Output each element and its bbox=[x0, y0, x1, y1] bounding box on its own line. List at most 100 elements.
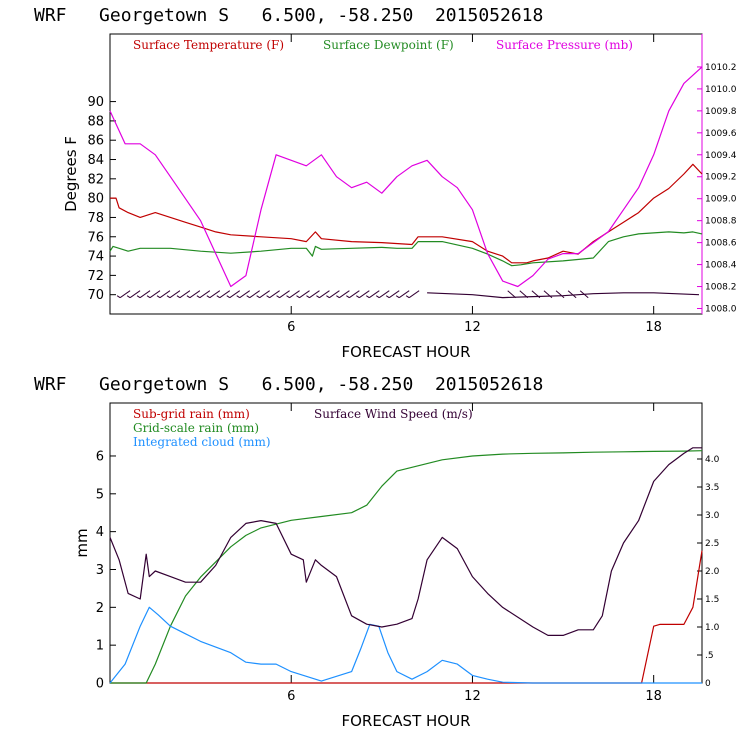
wind-barb-flag bbox=[326, 295, 330, 299]
y2-tick-label: 1009.6 bbox=[705, 129, 737, 139]
wind-barb-flag bbox=[146, 295, 151, 299]
wind-barb-flag bbox=[176, 295, 181, 299]
y-tick-label: 72 bbox=[87, 269, 104, 284]
wind-barb-flag bbox=[316, 295, 320, 299]
series-line-sub-grid-rain-mm bbox=[110, 550, 703, 684]
wind-barb bbox=[319, 290, 330, 299]
y2-tick-label: 1009.2 bbox=[705, 173, 737, 183]
chart-top-xlabel: FORECAST HOUR bbox=[341, 343, 470, 361]
wind-barb-flag bbox=[356, 295, 360, 299]
series-line-surface-temperature-f bbox=[110, 163, 703, 264]
wind-barb bbox=[169, 290, 181, 299]
wind-barb-flag bbox=[196, 295, 201, 299]
y2-tick-label: 0 bbox=[705, 679, 711, 689]
wind-barb bbox=[368, 290, 380, 299]
wind-barb bbox=[269, 290, 280, 299]
chart-top: WRF Georgetown S 6.500, -58.250 20150526… bbox=[34, 5, 737, 361]
wind-barb-flag bbox=[296, 295, 300, 299]
y2-tick-label: 1008.0 bbox=[705, 305, 737, 315]
y-tick-label: 80 bbox=[87, 192, 104, 207]
y-tick-label: 82 bbox=[87, 172, 104, 187]
x-tick-label: 12 bbox=[464, 689, 481, 704]
wind-barb bbox=[309, 290, 320, 299]
y-tick-label: 78 bbox=[87, 211, 104, 226]
wind-barb-flag bbox=[336, 295, 340, 299]
series-line-surface-dewpoint-f bbox=[109, 231, 703, 267]
y2-tick-label: 2.5 bbox=[705, 539, 719, 549]
y-tick-label: 74 bbox=[87, 250, 104, 265]
wind-barb bbox=[199, 290, 211, 299]
wind-barb-flag bbox=[236, 295, 240, 299]
wind-barb bbox=[259, 290, 270, 299]
y-tick-label: 3 bbox=[96, 563, 104, 578]
series-line-integrated-cloud-mm bbox=[109, 606, 702, 684]
y2-tick-label: 3.5 bbox=[705, 483, 719, 493]
wind-barb-baseline bbox=[427, 292, 700, 299]
wind-barbs-row bbox=[116, 290, 700, 299]
wind-barb bbox=[209, 290, 221, 299]
wind-barb-flag bbox=[385, 295, 390, 299]
wind-barb bbox=[519, 290, 529, 299]
wind-barb-flag bbox=[266, 295, 270, 299]
wind-barb-flag bbox=[286, 295, 290, 299]
wind-barb-flag bbox=[276, 295, 280, 299]
wind-barb-flag bbox=[226, 295, 231, 299]
wind-barb-flag bbox=[375, 295, 380, 299]
wind-barb bbox=[567, 290, 577, 299]
series-line-surface-pressure-mb bbox=[109, 66, 703, 288]
y2-tick-label: 1008.8 bbox=[705, 217, 737, 227]
wind-barb bbox=[507, 290, 517, 299]
legend-integrated-cloud: Integrated cloud (mm) bbox=[133, 435, 271, 449]
legend-surface-dewpoint: Surface Dewpoint (F) bbox=[323, 38, 454, 52]
y2-tick-label: 1.0 bbox=[705, 623, 720, 633]
wind-barb bbox=[543, 290, 553, 299]
x-tick-label: 6 bbox=[287, 689, 295, 704]
legend-surface-wind-speed: Surface Wind Speed (m/s) bbox=[314, 407, 473, 421]
series-line-surface-wind-speed-m-s bbox=[109, 447, 702, 637]
y2-tick-label: 1008.6 bbox=[705, 239, 737, 249]
wind-barb bbox=[408, 290, 420, 299]
wind-barb-flag bbox=[366, 295, 370, 299]
y-tick-label: 76 bbox=[87, 230, 104, 245]
wind-barb-flag bbox=[126, 295, 131, 299]
y-tick-label: 84 bbox=[87, 153, 104, 168]
wind-barb bbox=[119, 290, 131, 299]
wind-barb bbox=[179, 290, 191, 299]
y-tick-label: 0 bbox=[96, 677, 104, 692]
y2-tick-label: 1009.4 bbox=[705, 151, 737, 161]
x-tick-label: 18 bbox=[645, 689, 662, 704]
y2-tick-label: 2.0 bbox=[705, 567, 720, 577]
wind-barb-flag bbox=[186, 295, 191, 299]
wind-barb bbox=[329, 290, 340, 299]
wind-barb bbox=[349, 290, 360, 299]
wind-barb bbox=[339, 290, 350, 299]
wind-barb bbox=[149, 290, 161, 299]
y-tick-label: 70 bbox=[87, 288, 104, 303]
y2-tick-label: .5 bbox=[705, 651, 714, 661]
y2-tick-label: 4.0 bbox=[705, 455, 720, 465]
y2-tick-label: 1008.2 bbox=[705, 283, 737, 293]
wind-barb-flag bbox=[306, 295, 310, 299]
wind-barb bbox=[139, 290, 151, 299]
legend-surface-temperature: Surface Temperature (F) bbox=[133, 38, 284, 52]
legend-subgrid-rain: Sub-grid rain (mm) bbox=[133, 407, 250, 421]
chart-bottom: WRF Georgetown S 6.500, -58.250 20150526… bbox=[34, 374, 720, 730]
y-tick-label: 6 bbox=[96, 449, 104, 464]
y-tick-label: 88 bbox=[87, 114, 104, 129]
wind-barb bbox=[229, 290, 241, 299]
y2-tick-label: 1010.0 bbox=[705, 85, 737, 95]
y2-tick-label: 1009.8 bbox=[705, 107, 737, 117]
y-tick-label: 90 bbox=[87, 95, 104, 110]
chart-top-plot-area bbox=[109, 33, 703, 315]
chart-bottom-ylabel: mm bbox=[73, 528, 91, 557]
wind-barb-flag bbox=[346, 295, 350, 299]
x-tick-label: 6 bbox=[287, 320, 295, 335]
chart-bottom-xlabel: FORECAST HOUR bbox=[341, 712, 470, 730]
wind-barb-flag bbox=[405, 295, 410, 299]
wind-barb bbox=[159, 290, 171, 299]
wind-barb bbox=[579, 290, 589, 299]
chart-top-ylabel: Degrees F bbox=[62, 136, 80, 212]
wind-barb bbox=[249, 290, 260, 299]
y2-tick-label: 1009.0 bbox=[705, 195, 737, 205]
x-tick-label: 18 bbox=[645, 320, 662, 335]
